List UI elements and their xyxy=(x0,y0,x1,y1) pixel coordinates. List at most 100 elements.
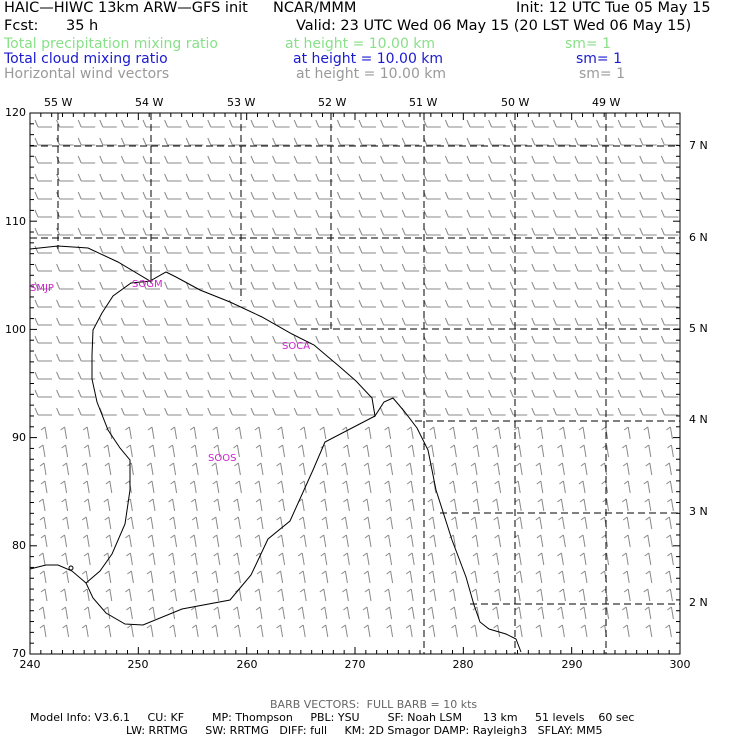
wind-barb xyxy=(617,155,636,164)
wind-barb xyxy=(104,462,112,476)
wind-barb xyxy=(343,498,350,512)
wind-barb xyxy=(617,317,636,326)
wind-barb xyxy=(358,371,376,380)
wind-barb xyxy=(666,426,673,440)
wind-barb xyxy=(321,462,329,476)
wind-barb xyxy=(386,624,394,638)
wind-barb xyxy=(444,137,463,146)
wind-barb xyxy=(228,137,247,146)
wind-barb xyxy=(531,371,549,380)
wind-barb xyxy=(552,245,571,254)
wind-barb xyxy=(429,534,437,548)
wind-barb xyxy=(639,191,657,200)
wind-barb xyxy=(666,588,673,602)
wind-barb xyxy=(213,606,221,620)
wind-barb xyxy=(293,353,312,362)
wind-barb xyxy=(574,353,592,362)
wind-barb xyxy=(557,552,564,566)
wind-barb xyxy=(319,534,327,548)
wind-barb xyxy=(639,209,657,218)
wind-barb xyxy=(380,335,398,344)
wind-barb xyxy=(272,173,290,182)
wind-barb xyxy=(168,552,176,566)
wind-barb xyxy=(513,480,521,494)
wind-barb xyxy=(185,137,204,146)
wind-barb xyxy=(250,299,268,308)
wind-barb xyxy=(535,462,543,476)
wind-barb xyxy=(34,353,52,362)
wind-barb xyxy=(559,534,566,548)
wind-barb xyxy=(127,516,134,530)
wind-barb xyxy=(579,552,587,566)
wind-barb xyxy=(272,209,290,218)
wind-barb xyxy=(38,498,46,512)
wind-barb xyxy=(559,426,566,440)
wind-barb xyxy=(212,534,220,548)
wind-barb xyxy=(234,570,241,584)
wind-barb xyxy=(228,263,247,272)
wind-barb xyxy=(407,552,415,566)
wind-barb xyxy=(401,389,420,398)
wind-barb xyxy=(228,227,247,236)
wind-barb xyxy=(494,588,502,602)
wind-barb xyxy=(56,155,74,164)
wind-barb xyxy=(272,353,290,362)
wind-barb xyxy=(617,371,636,380)
wind-barb xyxy=(660,209,679,218)
wind-barb xyxy=(639,263,657,272)
wind-barb xyxy=(77,119,96,128)
wind-barb xyxy=(164,173,182,182)
wind-barb xyxy=(164,209,182,218)
wind-barb xyxy=(125,426,132,440)
wind-barb xyxy=(492,498,500,512)
wind-barb xyxy=(39,516,47,530)
wind-barb xyxy=(466,353,484,362)
wind-barb xyxy=(272,317,290,326)
wind-barb xyxy=(293,155,312,164)
wind-barb xyxy=(34,209,52,218)
wind-barb xyxy=(147,534,155,548)
wind-barb xyxy=(105,426,113,440)
wind-barb xyxy=(380,389,398,398)
wind-barb xyxy=(423,353,441,362)
wind-barb xyxy=(105,480,113,494)
wind-barb xyxy=(407,444,415,458)
wind-barb xyxy=(168,444,176,458)
wind-barb xyxy=(466,191,484,200)
wind-barb xyxy=(250,317,268,326)
wind-barb xyxy=(185,317,204,326)
wind-barb xyxy=(254,588,262,602)
wind-barb xyxy=(444,209,463,218)
wind-barb xyxy=(488,191,506,200)
wind-barb xyxy=(250,137,268,146)
wind-barb xyxy=(164,227,182,236)
organization: NCAR/MMM xyxy=(273,0,357,16)
wind-barb xyxy=(358,407,376,416)
wind-barb xyxy=(601,426,609,440)
wind-barb xyxy=(190,606,198,620)
wind-barb xyxy=(250,335,268,344)
wind-barb xyxy=(427,552,435,566)
wind-barb xyxy=(509,173,528,182)
wind-barb xyxy=(315,155,333,164)
wind-barb xyxy=(56,137,74,146)
wind-barb xyxy=(537,552,545,566)
wind-barb xyxy=(558,624,565,638)
wind-barb xyxy=(444,335,463,344)
wind-barb xyxy=(488,389,506,398)
wind-barb xyxy=(77,299,96,308)
wind-barb xyxy=(56,317,74,326)
wind-barb xyxy=(514,498,522,512)
wind-barb xyxy=(358,155,376,164)
wind-barb xyxy=(336,407,355,416)
wind-barb xyxy=(170,480,178,494)
wind-barb xyxy=(39,570,47,584)
wind-barb xyxy=(342,534,349,548)
wind-barb xyxy=(127,570,134,584)
wind-barb xyxy=(514,606,522,620)
wind-barb xyxy=(293,389,312,398)
wind-barb xyxy=(228,299,247,308)
wind-barb xyxy=(644,606,652,620)
wind-barb xyxy=(574,155,592,164)
wind-barb xyxy=(444,191,463,200)
